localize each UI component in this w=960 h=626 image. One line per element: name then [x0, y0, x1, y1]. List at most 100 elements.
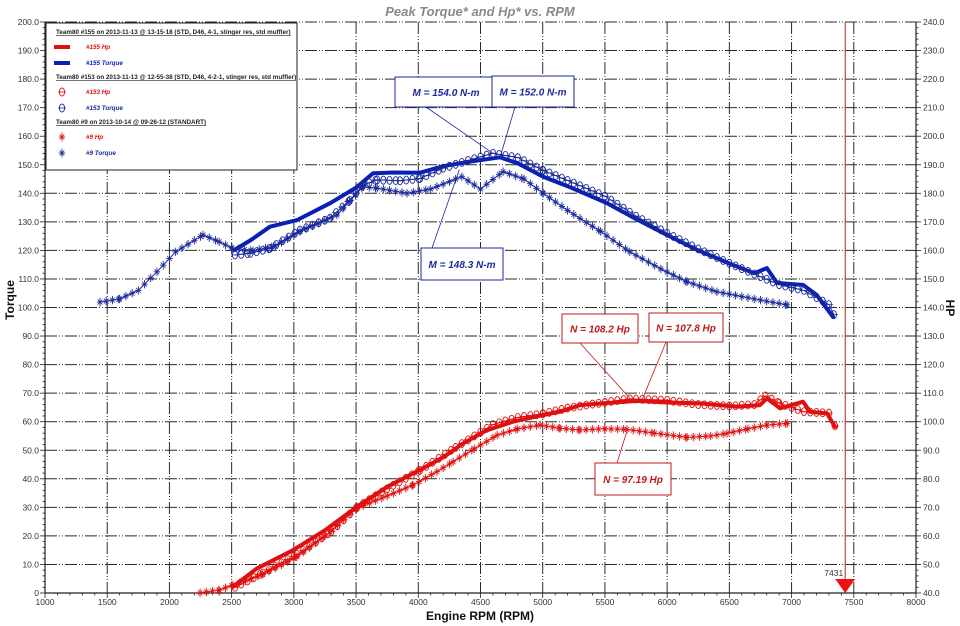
data-point-d2 — [230, 582, 236, 588]
data-point-d2 — [496, 171, 502, 178]
data-point-d2 — [255, 573, 261, 579]
data-point-d2 — [598, 228, 604, 235]
series-line-153-torque — [234, 152, 835, 315]
y-tick-label-left: 110.0 — [18, 274, 39, 284]
data-point-d2 — [764, 298, 770, 304]
data-point-d2 — [397, 487, 403, 494]
y-tick-label-right: 170.0 — [923, 217, 945, 227]
data-point-d2 — [714, 289, 720, 295]
data-point-d2 — [670, 272, 676, 278]
data-point-d2 — [242, 577, 249, 584]
data-point-d2 — [319, 535, 325, 541]
chart-title: Peak Torque* and Hp* vs. RPM — [385, 4, 576, 19]
data-point-d2 — [440, 181, 446, 187]
data-point-d2 — [732, 292, 739, 299]
data-point-d2 — [571, 211, 577, 218]
data-point-d2 — [416, 188, 423, 194]
data-point-d2 — [658, 431, 664, 437]
data-point-d2 — [191, 237, 197, 244]
y-tick-label-left: 140.0 — [18, 188, 40, 198]
data-point-d2 — [109, 297, 116, 303]
data-point-d2 — [266, 568, 272, 574]
x-tick-label: 1500 — [98, 597, 117, 607]
data-point-d2 — [537, 422, 543, 428]
data-point-d2 — [565, 207, 571, 214]
y-tick-label-right: 90.0 — [923, 445, 940, 455]
y-axis-right-label: HP — [943, 300, 957, 317]
x-tick-label: 3000 — [284, 597, 303, 607]
x-tick-label: 1000 — [36, 597, 55, 607]
data-point-d2 — [636, 428, 642, 434]
x-tick-label: 6500 — [720, 597, 739, 607]
data-point-d2 — [664, 431, 670, 438]
y-tick-label-right: 100.0 — [923, 417, 945, 427]
data-point-d2 — [328, 527, 334, 534]
data-point-d2 — [404, 190, 410, 197]
y-tick-label-right: 130.0 — [923, 331, 945, 341]
data-point-d2 — [334, 212, 340, 218]
series-9-torque — [96, 167, 791, 310]
data-point-d2 — [690, 281, 696, 287]
data-point-d2 — [416, 478, 422, 485]
data-point-d2 — [770, 421, 776, 428]
annotation-text: M = 152.0 N-m — [500, 88, 567, 99]
annotation-leader — [499, 106, 516, 158]
data-point-d2 — [97, 299, 103, 305]
data-point-d2 — [500, 430, 506, 436]
data-point-d2 — [690, 434, 696, 440]
series-9-hp — [196, 419, 791, 597]
y-tick-label-left: 120.0 — [18, 245, 40, 255]
y-tick-label-left: 30.0 — [22, 502, 39, 512]
data-point-d2 — [129, 290, 135, 296]
data-point-d2 — [751, 424, 757, 431]
data-point-d2 — [624, 426, 630, 433]
data-point-d2 — [262, 245, 269, 251]
data-point-d2 — [764, 422, 770, 428]
y-tick-label-left: 0 — [34, 588, 39, 598]
x-tick-label: 7500 — [844, 597, 863, 607]
y-axis-left-label: Torque — [3, 280, 17, 320]
data-point-d2 — [366, 500, 372, 506]
data-point-d2 — [664, 269, 670, 275]
y-tick-label-left: 170.0 — [18, 103, 40, 113]
x-tick-label: 4500 — [471, 597, 490, 607]
data-point-d2 — [477, 442, 484, 448]
annotation-callout: M = 154.0 N-m — [394, 76, 498, 154]
data-point-d2 — [328, 214, 334, 221]
rpm-cursor[interactable]: 7431 — [824, 22, 856, 593]
data-point-d2 — [533, 185, 540, 192]
data-point-d2 — [399, 189, 405, 196]
annotation-callout: N = 107.8 Hp — [641, 312, 724, 400]
y-tick-label-left: 160.0 — [18, 131, 40, 141]
data-point-d2 — [751, 296, 757, 302]
y-tick-label-right: 220.0 — [923, 74, 945, 84]
data-point-d2 — [294, 553, 300, 560]
annotation-box — [648, 312, 724, 343]
data-point-d2 — [334, 522, 341, 528]
data-point-d2 — [250, 247, 256, 254]
annotation-text: N = 97.19 Hp — [603, 475, 663, 486]
data-point-d2 — [462, 451, 469, 457]
x-tick-label: 8000 — [907, 597, 926, 607]
data-point-d2 — [527, 424, 533, 430]
data-point-d2 — [684, 279, 690, 285]
data-point-d2 — [316, 220, 322, 226]
data-point-d2 — [309, 223, 315, 229]
legend-label: #9 Hp — [86, 134, 103, 141]
data-point-d2 — [490, 434, 496, 441]
y-tick-label-right: 70.0 — [923, 502, 940, 512]
data-point-d2 — [604, 233, 610, 239]
data-point-d2 — [236, 580, 242, 586]
legend-item: #153 Hp — [58, 87, 110, 97]
legend-group-title: Team80 #153 on 2013-11-13 @ 12-55-38 (ST… — [56, 74, 296, 81]
data-point-d2 — [185, 241, 191, 247]
data-point-d2 — [216, 587, 222, 593]
data-point-d2 — [235, 246, 241, 252]
data-point-d2 — [494, 432, 500, 438]
data-point-d2 — [123, 293, 129, 299]
data-point-d2 — [730, 429, 736, 435]
data-point-d2 — [429, 471, 435, 478]
data-point-d2 — [610, 237, 616, 243]
y-tick-label-left: 10.0 — [22, 559, 39, 569]
y-tick-label-right: 190.0 — [923, 160, 945, 170]
